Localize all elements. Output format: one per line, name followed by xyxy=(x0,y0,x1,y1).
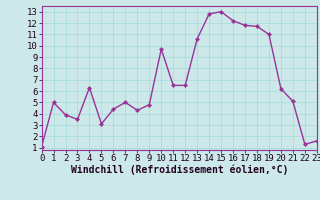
X-axis label: Windchill (Refroidissement éolien,°C): Windchill (Refroidissement éolien,°C) xyxy=(70,165,288,175)
